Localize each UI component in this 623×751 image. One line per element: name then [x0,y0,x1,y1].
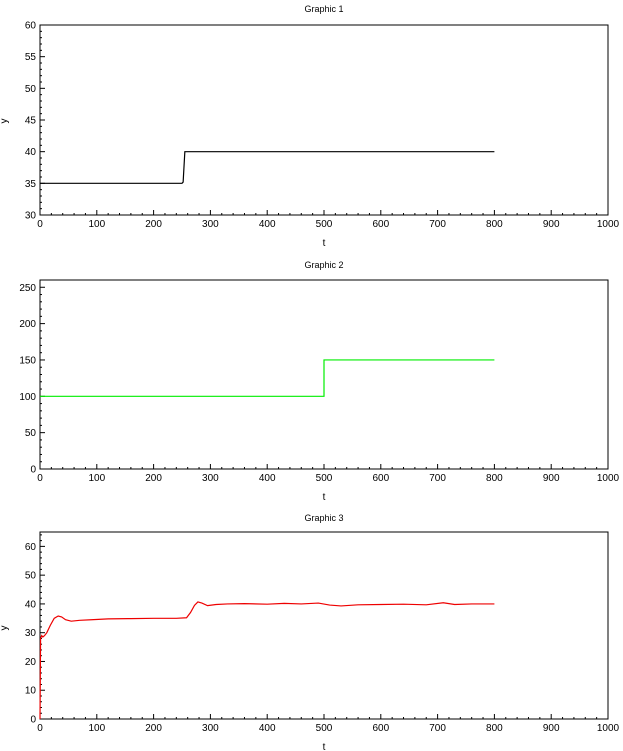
x-tick-label: 800 [486,473,503,484]
chart-graphic-3: Graphic 3 t y 0 100 200 300 400 500 600 700 800 9… [0,513,620,751]
x-tick-label: 500 [316,473,333,484]
x-tick-label: 100 [88,723,105,734]
x-tick-label: 100 [88,219,105,230]
y-tick-label: 40 [25,599,37,610]
x-tick-label: 200 [145,473,162,484]
y-axis-label: y [0,626,10,631]
y-tick-label: 10 [25,686,37,697]
chart-graphic-2: Graphic 2 t 0 100 200 300 400 500 600 700 800 900… [19,260,619,503]
x-tick-label: 900 [543,723,560,734]
x-tick-label: 600 [372,723,389,734]
x-tick-label: 200 [145,723,162,734]
y-tick-label: 40 [25,147,37,158]
chart-title: Graphic 2 [304,260,343,270]
chart-graphic-1: Graphic 1 t y 0 100 200 300 400 500 600 700 800 9… [0,4,620,249]
chart-title: Graphic 1 [304,4,343,14]
series-line-0 [39,601,495,720]
x-tick-label: 1000 [597,219,620,230]
y-tick-label: 150 [19,355,36,366]
plot-frame [39,24,609,216]
x-tick-label: 700 [429,473,446,484]
x-tick-label: 500 [316,219,333,230]
y-tick-label: 50 [25,571,37,582]
x-tick-label: 900 [543,219,560,230]
series-line-0 [40,359,495,397]
x-tick-label: 0 [37,723,43,734]
x-tick-label: 400 [259,723,276,734]
y-tick-label: 60 [25,542,37,553]
x-tick-label: 0 [37,473,43,484]
y-tick-label: 50 [25,84,37,95]
x-tick-label: 600 [372,219,389,230]
x-axis-label: t [323,492,326,503]
y-tick-label: 0 [30,715,36,726]
y-tick-label: 30 [25,628,37,639]
x-tick-label: 400 [259,473,276,484]
series-line-0 [40,151,495,184]
x-tick-label: 200 [145,219,162,230]
x-tick-label: 300 [202,723,219,734]
y-tick-label: 60 [25,21,37,32]
y-tick-label: 0 [30,465,36,476]
x-tick-label: 0 [37,219,43,230]
x-tick-label: 300 [202,219,219,230]
x-tick-label: 1000 [597,473,620,484]
y-tick-label: 35 [25,179,37,190]
y-tick-label: 45 [25,116,37,127]
y-tick-label: 200 [19,319,36,330]
x-tick-label: 500 [316,723,333,734]
y-tick-label: 50 [25,428,37,439]
x-tick-label: 100 [88,473,105,484]
x-axis-label: t [323,238,326,249]
chart-title: Graphic 3 [304,513,343,523]
y-tick-label: 20 [25,657,37,668]
x-tick-label: 300 [202,473,219,484]
x-tick-label: 1000 [597,723,620,734]
x-tick-label: 400 [259,219,276,230]
x-axis-label: t [323,742,326,751]
x-tick-label: 700 [429,723,446,734]
x-tick-label: 600 [372,473,389,484]
y-tick-label: 30 [25,211,37,222]
x-tick-label: 900 [543,473,560,484]
x-tick-label: 800 [486,723,503,734]
y-tick-label: 55 [25,52,37,63]
plot-frame [39,531,609,720]
y-tick-label: 100 [19,392,36,403]
y-tick-label: 250 [19,283,36,294]
x-tick-label: 700 [429,219,446,230]
x-tick-label: 800 [486,219,503,230]
y-axis-label: y [0,119,10,124]
